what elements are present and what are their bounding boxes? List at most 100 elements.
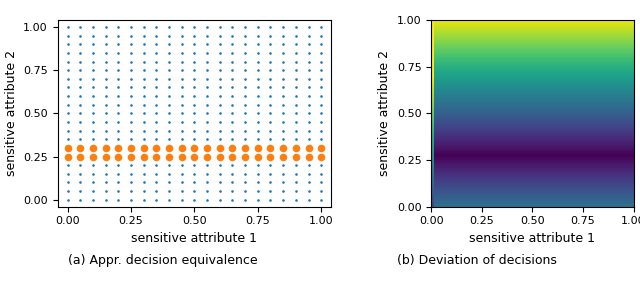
- Point: [88, 154, 98, 159]
- Point: [278, 33, 288, 38]
- Point: [76, 128, 86, 133]
- Point: [227, 94, 237, 98]
- Point: [164, 42, 174, 46]
- Point: [63, 146, 73, 150]
- Point: [88, 94, 98, 98]
- Point: [266, 42, 276, 46]
- Point: [214, 51, 225, 55]
- Point: [291, 180, 301, 185]
- Point: [227, 33, 237, 38]
- Point: [76, 197, 86, 202]
- Point: [303, 33, 314, 38]
- Point: [291, 128, 301, 133]
- Point: [139, 102, 149, 107]
- Point: [214, 137, 225, 141]
- Point: [113, 137, 124, 141]
- Point: [88, 77, 98, 81]
- Point: [316, 94, 326, 98]
- Point: [303, 85, 314, 90]
- Point: [266, 68, 276, 73]
- Point: [266, 189, 276, 193]
- Point: [189, 59, 200, 64]
- Point: [151, 197, 161, 202]
- Point: [189, 172, 200, 176]
- Point: [316, 111, 326, 116]
- Point: [227, 163, 237, 168]
- Point: [253, 146, 263, 150]
- Point: [113, 189, 124, 193]
- Point: [151, 154, 161, 159]
- Point: [100, 33, 111, 38]
- Point: [202, 154, 212, 159]
- Point: [177, 59, 187, 64]
- Text: (b) Deviation of decisions: (b) Deviation of decisions: [397, 254, 557, 267]
- Point: [113, 59, 124, 64]
- Point: [202, 77, 212, 81]
- Point: [253, 180, 263, 185]
- Point: [316, 33, 326, 38]
- Point: [240, 120, 250, 124]
- Point: [316, 68, 326, 73]
- Point: [88, 180, 98, 185]
- Point: [63, 51, 73, 55]
- Point: [164, 25, 174, 29]
- Point: [76, 42, 86, 46]
- Point: [253, 172, 263, 176]
- Point: [266, 59, 276, 64]
- Point: [76, 85, 86, 90]
- Point: [316, 197, 326, 202]
- Point: [63, 102, 73, 107]
- Point: [63, 111, 73, 116]
- Point: [316, 85, 326, 90]
- Point: [177, 146, 187, 150]
- Point: [126, 111, 136, 116]
- Point: [164, 85, 174, 90]
- Point: [177, 94, 187, 98]
- Point: [240, 25, 250, 29]
- Point: [266, 25, 276, 29]
- Point: [214, 163, 225, 168]
- Point: [88, 128, 98, 133]
- Point: [126, 77, 136, 81]
- Point: [278, 197, 288, 202]
- Point: [177, 102, 187, 107]
- Point: [253, 25, 263, 29]
- Point: [151, 120, 161, 124]
- Point: [76, 120, 86, 124]
- Point: [189, 189, 200, 193]
- Point: [177, 85, 187, 90]
- Point: [202, 180, 212, 185]
- Point: [227, 77, 237, 81]
- Point: [227, 172, 237, 176]
- Point: [291, 120, 301, 124]
- Point: [253, 51, 263, 55]
- Point: [151, 172, 161, 176]
- Point: [63, 189, 73, 193]
- Point: [189, 154, 200, 159]
- Point: [126, 68, 136, 73]
- Point: [266, 111, 276, 116]
- Point: [88, 146, 98, 150]
- Point: [278, 189, 288, 193]
- Point: [164, 154, 174, 159]
- Point: [266, 137, 276, 141]
- Point: [126, 102, 136, 107]
- Point: [240, 189, 250, 193]
- Point: [278, 102, 288, 107]
- Point: [303, 146, 314, 150]
- Point: [76, 154, 86, 159]
- Point: [202, 94, 212, 98]
- Point: [113, 163, 124, 168]
- Point: [291, 189, 301, 193]
- Point: [189, 146, 200, 150]
- Point: [253, 163, 263, 168]
- Point: [151, 59, 161, 64]
- Point: [76, 180, 86, 185]
- Point: [126, 51, 136, 55]
- Point: [291, 59, 301, 64]
- Point: [291, 68, 301, 73]
- Point: [278, 137, 288, 141]
- Point: [177, 154, 187, 159]
- Point: [303, 25, 314, 29]
- Point: [202, 59, 212, 64]
